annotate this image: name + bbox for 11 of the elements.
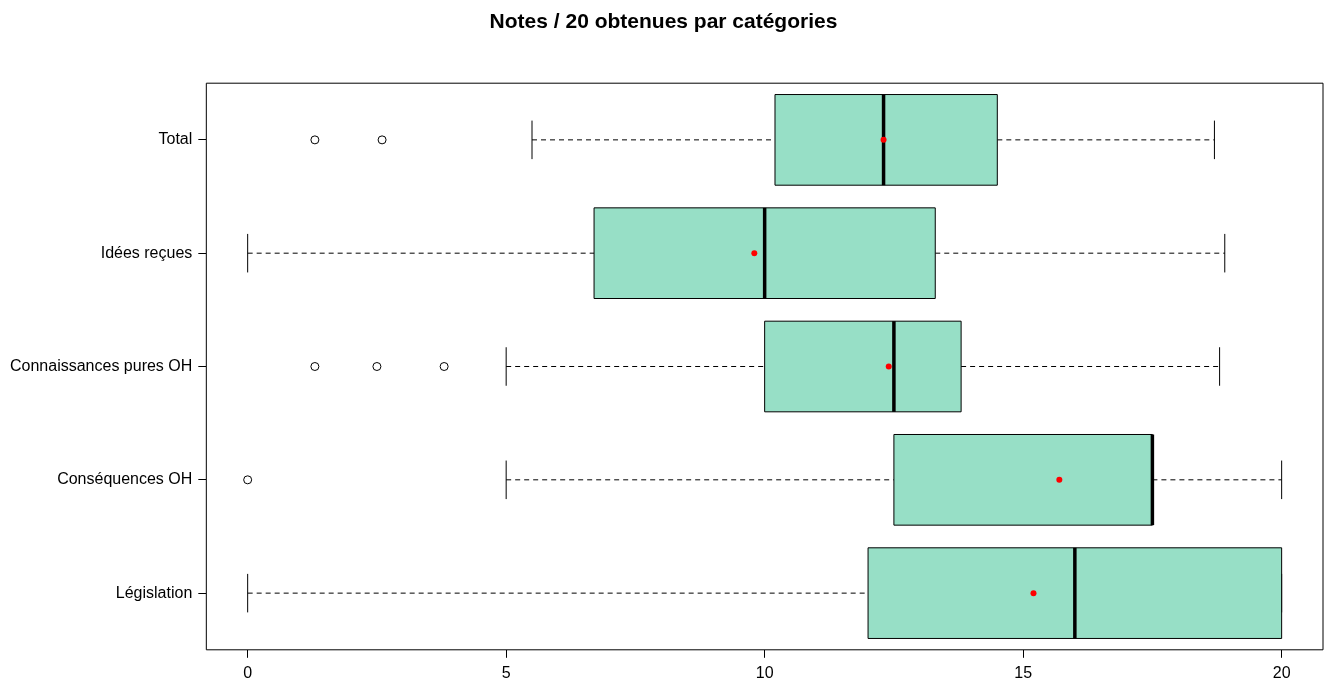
- x-tick-label: 20: [1272, 663, 1291, 681]
- x-tick-label: 5: [501, 663, 511, 681]
- x-tick-label: 15: [1014, 663, 1033, 681]
- y-tick-label: Conséquences OH: [57, 470, 193, 488]
- x-tick-label: 10: [755, 663, 774, 681]
- x-tick-label: 0: [243, 663, 253, 681]
- y-tick-label: Législation: [115, 583, 193, 601]
- chart-title: Notes / 20 obtenues par catégories: [489, 9, 838, 33]
- y-tick-label: Total: [158, 130, 193, 148]
- y-tick-label: Connaissances pures OH: [10, 356, 193, 374]
- y-tick-label: Idées reçues: [100, 243, 193, 261]
